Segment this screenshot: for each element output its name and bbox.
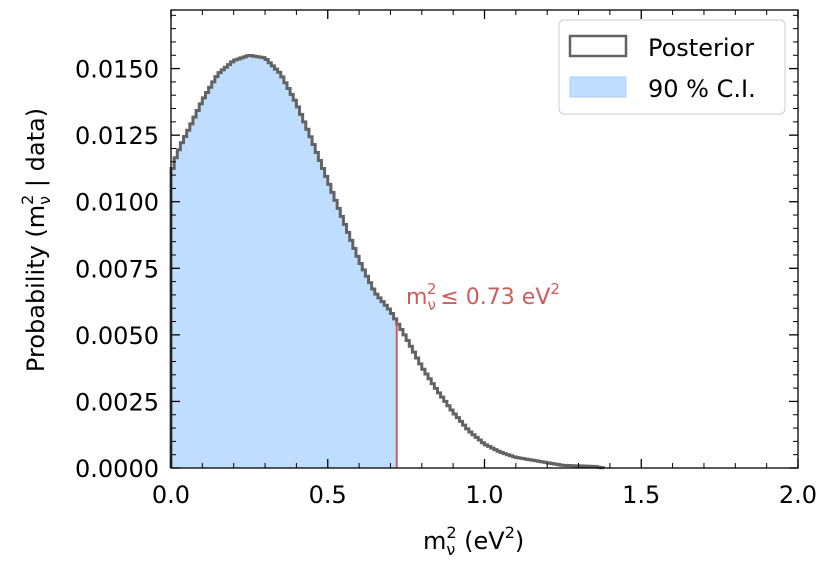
xlabel-sub: ν: [446, 540, 455, 559]
x-tick-label: 1.0: [465, 481, 503, 509]
plot-area: [169, 54, 606, 470]
y-tick-label: 0.0125: [75, 122, 159, 150]
y-tick-label: 0.0150: [75, 56, 159, 84]
x-tick-label: 0.5: [309, 481, 347, 509]
annot-base: m: [406, 285, 427, 310]
axes: 0.0 0.5 1.0 1.5 2.0 0.0000 0.0025 0.0050 0.0075 0…: [75, 9, 817, 509]
x-axis-title: mν2 (eV2): [423, 523, 524, 559]
y-tick-label: 0.0050: [75, 322, 159, 350]
x-tick-label: 1.5: [622, 481, 660, 509]
xlabel-base: m: [423, 527, 446, 555]
xlabel-unit-prefix: (eV: [457, 527, 506, 555]
xlabel-unit-sup: 2: [505, 523, 515, 542]
legend-ci-swatch: [569, 76, 627, 98]
y-tick-label: 0.0075: [75, 255, 159, 283]
annot-tail-sup: 2: [550, 280, 560, 298]
ci-fill-area: [171, 55, 397, 468]
annot-sup: 2: [427, 280, 437, 298]
annot-middle: ≤ 0.73 eV: [440, 285, 550, 310]
ylabel-suffix: | data): [22, 108, 50, 195]
ci-annotation: mν2 ≤ 0.73 eV2: [406, 280, 560, 314]
legend-ci-label: 90 % C.I.: [648, 75, 756, 103]
y-tick-label: 0.0100: [75, 189, 159, 217]
ylabel-prefix: Probability (m: [22, 205, 50, 372]
y-tick-label: 0.0025: [75, 388, 159, 416]
legend-posterior-label: Posterior: [648, 34, 754, 62]
xlabel-sup: 2: [446, 523, 456, 542]
legend: Posterior 90 % C.I.: [558, 19, 786, 115]
legend-posterior-swatch: [568, 34, 628, 58]
ylabel-sub: ν: [35, 196, 54, 205]
ylabel-sup: 2: [18, 195, 37, 205]
x-tick-label: 0.0: [152, 481, 190, 509]
y-axis-title: Probability (mν2 | data): [18, 108, 54, 372]
y-tick-label: 0.0000: [75, 455, 159, 483]
xlabel-unit-suffix: ): [515, 527, 524, 555]
annot-sub: ν: [427, 296, 435, 314]
posterior-step-line: [169, 54, 606, 470]
x-tick-label: 2.0: [779, 481, 817, 509]
